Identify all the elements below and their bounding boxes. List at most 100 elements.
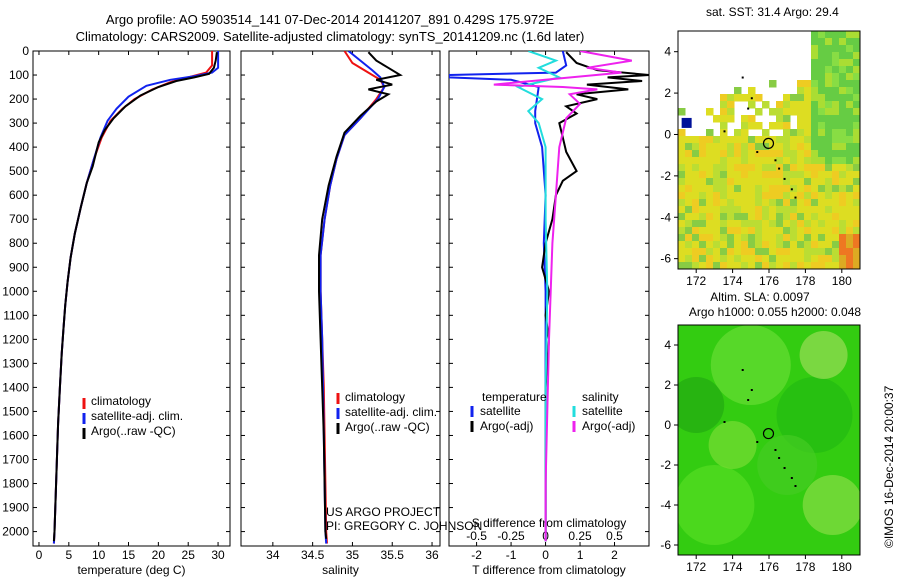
x-tick-label-top: -0.25: [497, 529, 525, 543]
y-tick-label: 400: [9, 140, 29, 154]
x-tick-label: -2: [471, 548, 482, 562]
x-tick-label: 0: [36, 548, 43, 562]
profile-location-marker: [762, 137, 775, 149]
y-tick-label: 2: [664, 86, 671, 100]
title-line1: Argo profile: AO 5903514_141 07-Dec-2014…: [106, 12, 554, 27]
y-tick-label: 800: [9, 236, 29, 250]
y-tick-label: -2: [660, 169, 671, 183]
sst-map: 172 174 176 178 180 4 2 0 -2 -4 -6: [660, 30, 861, 288]
x-tick-label: 10: [92, 548, 106, 562]
x-tick-label: 35: [346, 548, 360, 562]
x-tick-label: 2: [611, 548, 618, 562]
legend-label-climatology: climatology: [345, 390, 405, 404]
salinity-panel: 34 34.5 35 35.5 36 salinity: [240, 50, 441, 577]
y-tick-label: 1700: [2, 452, 29, 466]
y-tick-label: 600: [9, 188, 29, 202]
x-tick-label: 1: [577, 548, 584, 562]
x-tick-label: 25: [182, 548, 196, 562]
difference-panel: -2 -1 0 1 2T difference from climatology S di…: [448, 50, 650, 577]
salinity-xlabel: salinity: [322, 563, 359, 577]
sla-map-title-1: Altim. SLA: 0.0097: [710, 290, 810, 304]
legend-header-temperature: temperature: [482, 390, 547, 404]
y-tick-label: -4: [660, 498, 671, 512]
x-tick-label-top: -0.5: [466, 529, 487, 543]
sla-map: 172 174 176 178 180 4 2 0 -2 -4 -6: [660, 324, 861, 574]
series-line-salinity-argo-adj-: [493, 51, 632, 542]
x-tick-label: 15: [122, 548, 136, 562]
y-tick-label: 500: [9, 164, 29, 178]
y-tick-label: 1500: [2, 404, 29, 418]
x-tick-label: 30: [211, 548, 225, 562]
y-tick-label: -6: [660, 538, 671, 552]
y-tick-label: 2000: [2, 525, 29, 539]
x-tick-label: 174: [723, 560, 743, 574]
legend-label-t-satellite: satellite: [480, 404, 521, 418]
x-tick-label: 34.5: [301, 548, 325, 562]
x-tick-label: 5: [65, 548, 72, 562]
temperature-plot-frame: [32, 50, 231, 547]
y-tick-label: 0: [664, 418, 671, 432]
y-tick-label: 2: [664, 378, 671, 392]
y-tick-label: 100: [9, 68, 29, 82]
y-tick-label: -4: [660, 210, 671, 224]
legend-label-t-argo: Argo(-adj): [480, 419, 533, 433]
x-tick-label: 172: [686, 274, 706, 288]
y-tick-label: 1400: [2, 380, 29, 394]
legend-label-argo: Argo(..raw -QC): [345, 420, 430, 434]
series-line-argo-raw-qc-: [52, 52, 218, 542]
y-tick-label: 1800: [2, 477, 29, 491]
x-tick-label: 0: [542, 548, 549, 562]
sst_map-field: [678, 31, 860, 269]
legend-label-climatology: climatology: [91, 394, 151, 408]
legend-label-s-argo: Argo(-adj): [582, 419, 635, 433]
legend-header-salinity: salinity: [582, 390, 619, 404]
profile-location-marker: [762, 427, 775, 440]
difference-xlabel-top: S difference from climatology: [472, 516, 627, 530]
x-tick-label-top: 0.25: [568, 529, 592, 543]
y-tick-label: 0: [664, 127, 671, 141]
y-tick-label: 200: [9, 92, 29, 106]
x-tick-label: 34: [266, 548, 280, 562]
x-tick-label: 176: [759, 560, 779, 574]
sla_map-field: [678, 325, 860, 555]
salinity-legend: climatology satellite-adj. clim. Argo(..…: [336, 390, 437, 434]
y-tick-label: 0: [22, 44, 29, 58]
y-tick-label: 900: [9, 260, 29, 274]
project-credit: US ARGO PROJECT: [326, 505, 441, 519]
series-line-argo-raw-qc-: [318, 51, 403, 539]
y-tick-label: 1000: [2, 284, 29, 298]
series-line-salinity-satellite: [515, 51, 563, 542]
x-tick-label: -1: [506, 548, 517, 562]
pi-credit: PI: GREGORY C. JOHNSON: [326, 519, 482, 533]
x-tick-label: 178: [795, 274, 815, 288]
difference-legend: temperature salinity satellite Argo(-adj…: [470, 390, 635, 433]
x-tick-label: 180: [832, 274, 852, 288]
temperature-panel: 0100200300400500600700800900100011001200…: [2, 44, 231, 577]
legend-label-s-satellite: satellite: [582, 404, 623, 418]
y-tick-label: -6: [660, 252, 671, 266]
x-tick-label: 36: [425, 548, 439, 562]
difference-xlabel: T difference from climatology: [472, 563, 626, 577]
salinity-plot-frame: [240, 50, 441, 547]
x-tick-label: 20: [152, 548, 166, 562]
temperature-legend: climatology satellite-adj. clim. Argo(..…: [82, 394, 183, 439]
x-tick-label: 180: [832, 560, 852, 574]
y-tick-label: -2: [660, 458, 671, 472]
imos-credit: ©IMOS 16-Dec-2014 20:00:37: [882, 385, 896, 548]
title-line2: Climatology: CARS2009. Satellite-adjuste…: [76, 29, 585, 44]
y-tick-label: 1300: [2, 356, 29, 370]
difference-plot-frame: [448, 50, 650, 547]
y-tick-label: 1900: [2, 501, 29, 515]
sst-map-title: sat. SST: 31.4 Argo: 29.4: [706, 5, 839, 19]
y-tick-label: 1200: [2, 332, 29, 346]
x-tick-label: 35.5: [381, 548, 405, 562]
legend-label-argo: Argo(..raw -QC): [91, 424, 176, 438]
x-tick-label: 178: [795, 560, 815, 574]
y-tick-label: 700: [9, 212, 29, 226]
y-tick-label: 300: [9, 116, 29, 130]
y-tick-label: 1600: [2, 428, 29, 442]
y-tick-label: 1100: [3, 308, 29, 322]
legend-label-satellite: satellite-adj. clim.: [91, 409, 183, 423]
y-tick-label: 4: [664, 45, 671, 59]
